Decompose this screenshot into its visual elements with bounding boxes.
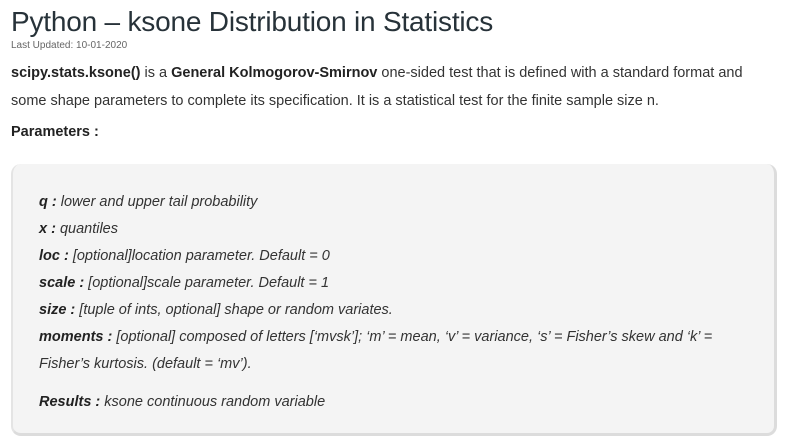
parameters-heading: Parameters : xyxy=(11,124,99,140)
intro-test-name: General Kolmogorov-Smirnov xyxy=(171,65,378,81)
param-q: q : lower and upper tail probability xyxy=(39,189,750,216)
article: Python – ksone Distribution in Statistic… xyxy=(11,0,781,143)
intro-paragraph: scipy.stats.ksone() is a General Kolmogo… xyxy=(11,59,776,115)
param-desc: lower and upper tail probability xyxy=(56,194,258,210)
results-line: Results : ksone continuous random variab… xyxy=(39,389,750,416)
param-desc: [optional] composed of letters [‘mvsk’];… xyxy=(39,329,713,372)
parameters-box: q : lower and upper tail probability x :… xyxy=(11,164,777,436)
intro-text-1: is a xyxy=(140,65,172,81)
param-name: moments : xyxy=(39,329,113,345)
last-updated: Last Updated: 10-01-2020 xyxy=(11,40,128,51)
param-name: scale : xyxy=(39,275,85,291)
param-desc: [optional]scale parameter. Default = 1 xyxy=(84,275,330,291)
results-desc: ksone continuous random variable xyxy=(100,394,326,410)
param-name: q : xyxy=(39,194,57,210)
param-loc: loc : [optional]location parameter. Defa… xyxy=(39,243,750,270)
page-title: Python – ksone Distribution in Statistic… xyxy=(11,6,494,37)
intro-code-term: scipy.stats.ksone() xyxy=(11,65,141,81)
intro-text-2: one-sided test that is defined with a st… xyxy=(11,65,743,109)
param-name: loc : xyxy=(39,248,69,264)
param-desc: [optional]location parameter. Default = … xyxy=(68,248,330,264)
param-desc: [tuple of ints, optional] shape or rando… xyxy=(75,302,393,318)
param-name: x : xyxy=(39,221,56,237)
param-x: x : quantiles xyxy=(39,216,750,243)
param-moments: moments : [optional] composed of letters… xyxy=(39,324,750,378)
results-name: Results : xyxy=(39,394,101,410)
param-desc: quantiles xyxy=(55,221,118,237)
param-size: size : [tuple of ints, optional] shape o… xyxy=(39,297,750,324)
param-name: size : xyxy=(39,302,76,318)
param-scale: scale : [optional]scale parameter. Defau… xyxy=(39,270,750,297)
